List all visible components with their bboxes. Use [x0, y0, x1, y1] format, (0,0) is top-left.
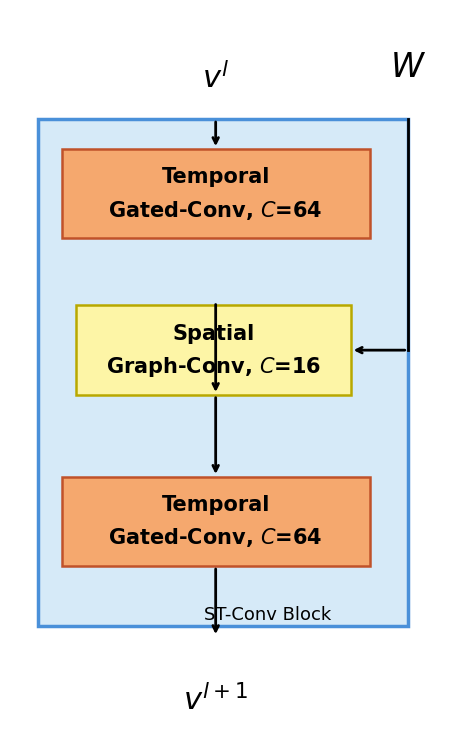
Text: Temporal: Temporal: [162, 168, 270, 187]
FancyBboxPatch shape: [62, 477, 370, 566]
Text: Spatial: Spatial: [172, 324, 255, 343]
Text: $W$: $W$: [390, 51, 426, 83]
Text: ST-Conv Block: ST-Conv Block: [204, 606, 331, 624]
FancyBboxPatch shape: [38, 119, 408, 626]
Text: $v^{l+1}$: $v^{l+1}$: [183, 685, 248, 716]
Text: Gated-Conv, $C$=64: Gated-Conv, $C$=64: [109, 527, 323, 549]
Text: Graph-Conv, $C$=16: Graph-Conv, $C$=16: [106, 355, 321, 378]
FancyBboxPatch shape: [76, 305, 351, 395]
Text: $v^l$: $v^l$: [202, 63, 229, 94]
Text: Gated-Conv, $C$=64: Gated-Conv, $C$=64: [109, 199, 323, 221]
Text: Temporal: Temporal: [162, 495, 270, 515]
FancyBboxPatch shape: [62, 149, 370, 238]
